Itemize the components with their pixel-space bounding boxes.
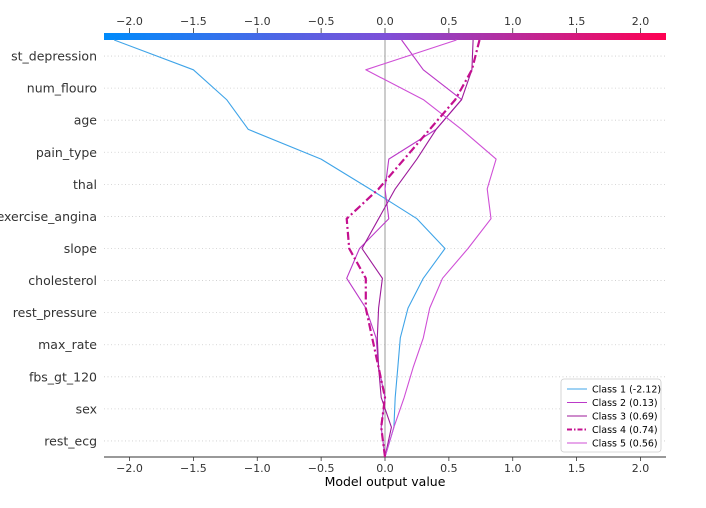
x-tick-label: 1.0 (504, 462, 522, 475)
legend-label: Class 4 (0.74) (592, 425, 658, 436)
feature-label: slope (64, 241, 98, 256)
top-tick-label: −1.0 (244, 15, 271, 28)
x-tick-label: −1.5 (180, 462, 207, 475)
series-line (345, 39, 481, 458)
legend-label: Class 3 (0.69) (592, 412, 658, 423)
colorbar (104, 33, 666, 40)
feature-label: st_depression (11, 49, 97, 64)
feature-label: sex (76, 401, 97, 416)
legend-frame (560, 378, 662, 453)
feature-label: max_rate (38, 337, 97, 352)
x-tick-label: −1.0 (244, 462, 271, 475)
x-tick-label: 2.0 (632, 462, 650, 475)
x-axis-title: Model output value (325, 474, 446, 489)
x-tick-label: 1.5 (568, 462, 586, 475)
top-tick-label: −1.5 (180, 15, 207, 28)
feature-label: cholesterol (28, 273, 97, 288)
top-tick-label: 0.5 (440, 15, 458, 28)
legend: Class 1 (-2.12) Class 2 (0.13) Class 3 (0.… (560, 378, 662, 453)
feature-label: num_flouro (27, 81, 97, 96)
top-tick-label: 0.0 (376, 15, 394, 28)
top-tick-label: 1.5 (568, 15, 586, 28)
top-tick-label: −2.0 (116, 15, 143, 28)
x-tick-label: −0.5 (308, 462, 335, 475)
top-tick-label: 2.0 (632, 15, 650, 28)
feature-label: rest_pressure (13, 305, 98, 320)
feature-label: pain_type (36, 145, 97, 160)
x-tick-label: 0.5 (440, 462, 458, 475)
legend-label: Class 1 (-2.12) (592, 385, 661, 396)
feature-label: rest_ecg (44, 433, 97, 448)
x-tick-label: −2.0 (116, 462, 143, 475)
feature-label: fbs_gt_120 (29, 369, 97, 384)
top-tick-label: −0.5 (308, 15, 335, 28)
feature-label: exercise_angina (0, 209, 97, 224)
series-line (365, 39, 497, 458)
legend-label: Class 5 (0.56) (592, 439, 658, 450)
top-tick-label: 1.0 (504, 15, 522, 28)
series-line (114, 39, 446, 458)
series-line (361, 39, 474, 458)
legend-label: Class 2 (0.13) (592, 398, 658, 409)
feature-label: thal (73, 177, 97, 192)
feature-label: age (74, 113, 98, 128)
x-tick-label: 0.0 (376, 462, 394, 475)
